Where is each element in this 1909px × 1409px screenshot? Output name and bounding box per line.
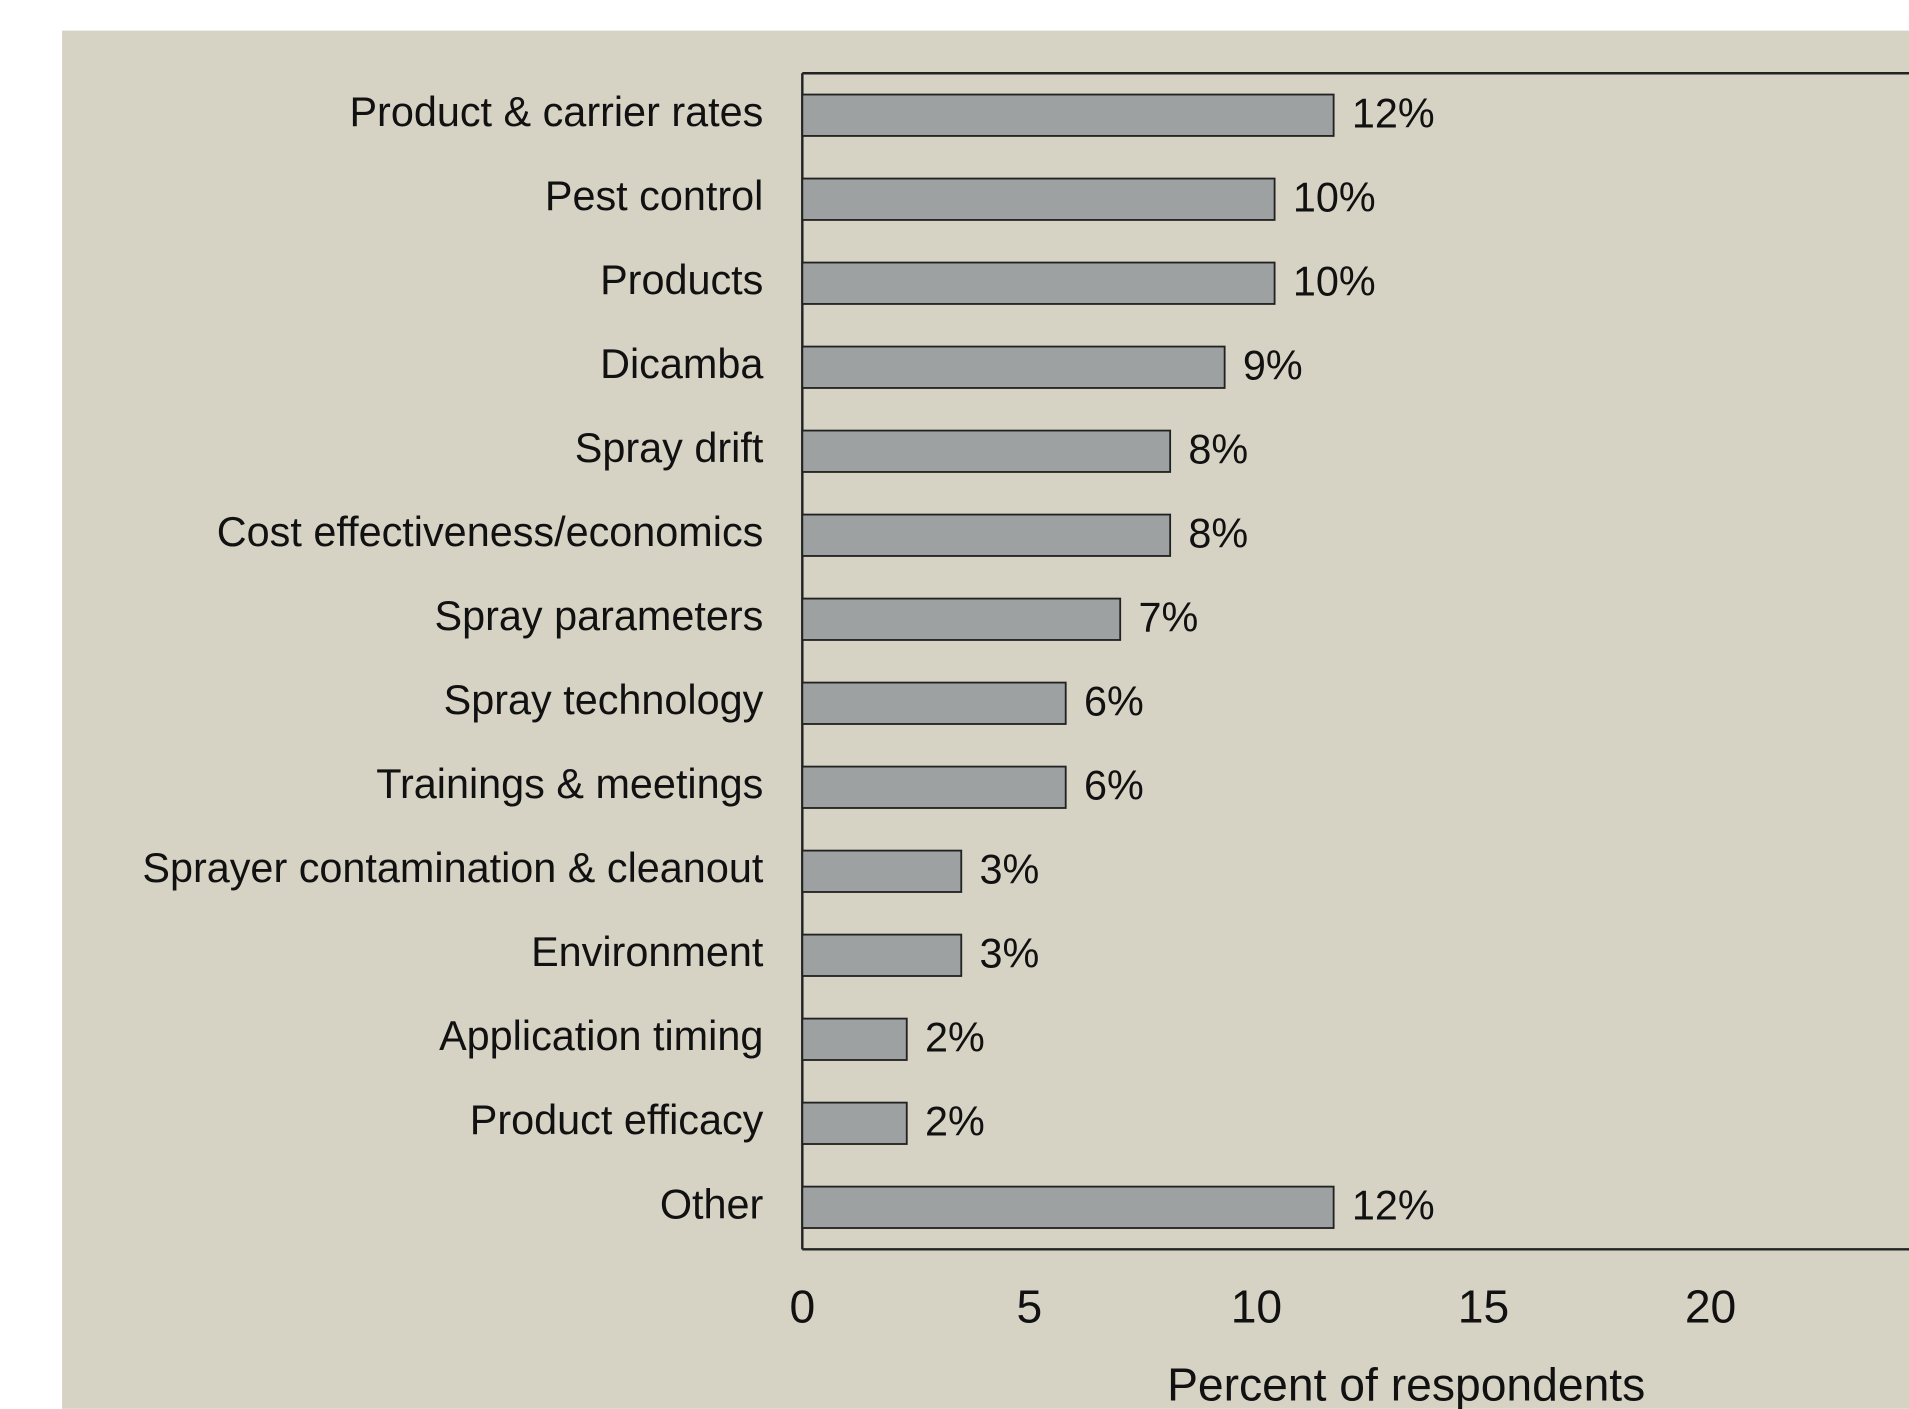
- bar: [801, 681, 1067, 725]
- y-tick-label: Cost effectiveness/economics: [217, 509, 764, 555]
- bar: [801, 1101, 908, 1145]
- data-label: 8%: [1188, 426, 1248, 472]
- data-label: 2%: [925, 1098, 985, 1144]
- bar: [801, 933, 963, 977]
- y-tick-label: Pest control: [545, 173, 763, 219]
- bar: [801, 597, 1122, 641]
- data-label: 10%: [1293, 258, 1376, 304]
- y-tick-label: Sprayer contamination & cleanout: [142, 845, 763, 891]
- y-tick-label: Spray parameters: [435, 593, 764, 639]
- data-label: 8%: [1188, 510, 1248, 556]
- y-tick-label: Other: [660, 1181, 764, 1227]
- x-tick-label: 5: [1017, 1280, 1043, 1332]
- y-tick-label: Dicamba: [600, 341, 764, 387]
- y-tick-label: Products: [600, 257, 763, 303]
- x-tick-label: 15: [1458, 1280, 1509, 1332]
- bar: [801, 849, 963, 893]
- bar: [801, 177, 1276, 221]
- data-label: 6%: [1084, 762, 1144, 808]
- data-label: 6%: [1084, 678, 1144, 724]
- bar: [801, 345, 1226, 389]
- y-tick-label: Spray drift: [575, 425, 764, 471]
- y-tick-label: Application timing: [439, 1013, 763, 1059]
- y-tick-label: Environment: [531, 929, 764, 975]
- y-tick-label: Spray technology: [444, 677, 764, 723]
- x-tick-label: 0: [789, 1280, 815, 1332]
- x-axis-title: Percent of respondents: [1167, 1358, 1645, 1409]
- bar: [801, 429, 1172, 473]
- bar: [801, 513, 1172, 557]
- x-tick-label: 10: [1231, 1280, 1282, 1332]
- data-label: 12%: [1352, 90, 1435, 136]
- data-label: 7%: [1138, 594, 1198, 640]
- bar: [801, 1185, 1335, 1229]
- data-label: 12%: [1352, 1182, 1435, 1228]
- y-tick-label: Product efficacy: [470, 1097, 764, 1143]
- y-tick-label: Trainings & meetings: [376, 761, 763, 807]
- x-tick-label: 20: [1685, 1280, 1736, 1332]
- bar: [801, 765, 1067, 809]
- data-label: 10%: [1293, 174, 1376, 220]
- y-tick-label: Product & carrier rates: [349, 89, 763, 135]
- data-label: 3%: [980, 930, 1040, 976]
- bar: [801, 261, 1276, 305]
- data-label: 9%: [1243, 342, 1303, 388]
- bar: [801, 93, 1335, 137]
- data-label: 2%: [925, 1014, 985, 1060]
- bar: [801, 1017, 908, 1061]
- data-label: 3%: [980, 846, 1040, 892]
